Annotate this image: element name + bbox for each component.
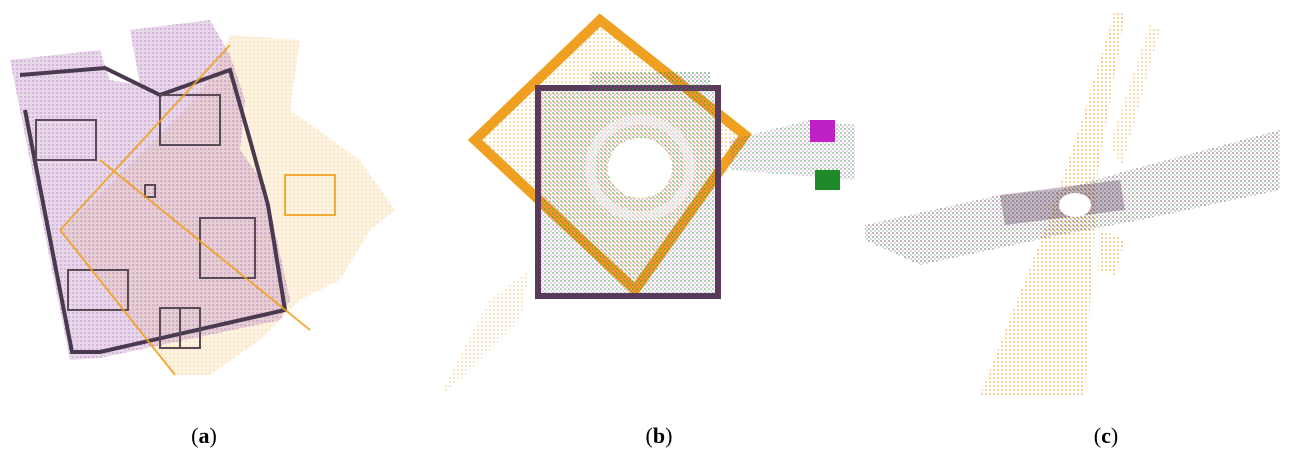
point-cloud-image-a	[10, 20, 395, 376]
caption-c: (c)	[1093, 423, 1119, 448]
green-magenta-cloud-b	[535, 72, 855, 299]
point-cloud-image-c	[865, 10, 1280, 395]
caption-a: (a)	[191, 423, 217, 448]
point-cloud-panel-a	[0, 0, 420, 400]
scan-hole-c	[1059, 193, 1091, 217]
caption-b-letter: b	[652, 423, 666, 448]
caption-a-letter: a	[198, 423, 210, 448]
point-cloud-panel-c	[860, 0, 1302, 400]
caption-c-letter: c	[1101, 423, 1111, 448]
caption-b: (b)	[645, 423, 673, 448]
scan-hole-b	[608, 138, 672, 198]
magenta-cloud-a	[10, 20, 290, 360]
orange-cloud-c	[980, 10, 1160, 395]
point-cloud-panel-b	[440, 0, 880, 400]
point-cloud-image-b	[440, 13, 855, 395]
